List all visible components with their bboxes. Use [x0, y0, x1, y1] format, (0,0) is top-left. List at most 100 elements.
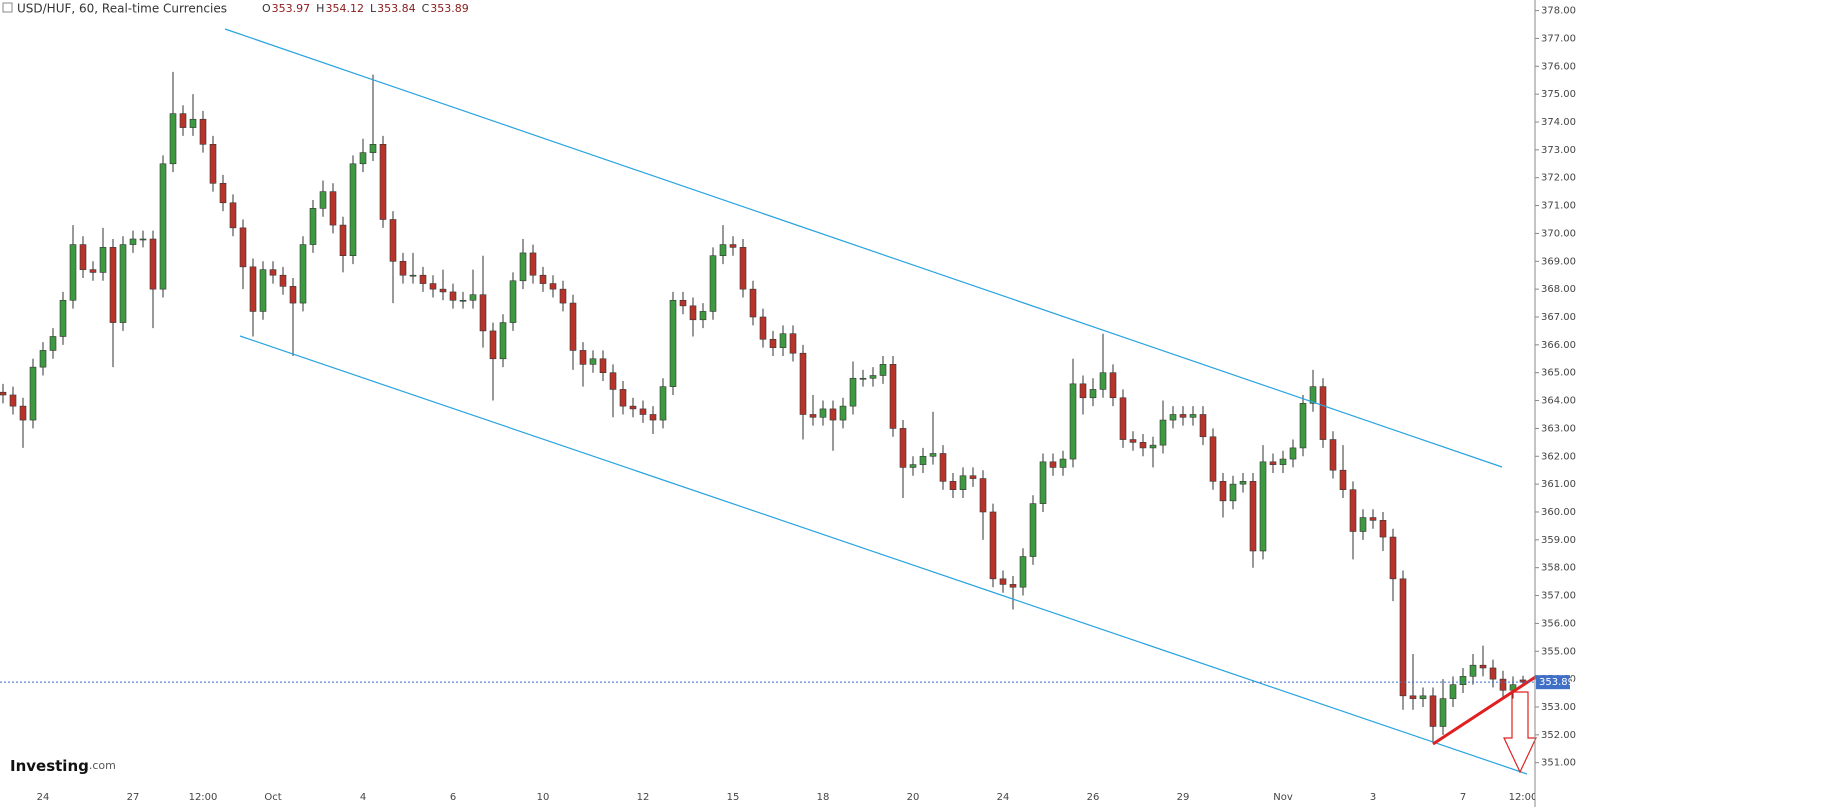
candle-body: [499, 322, 507, 360]
candle-body: [1049, 461, 1057, 468]
candle-body: [479, 294, 487, 332]
y-tick-label: 367.00: [1541, 312, 1576, 323]
y-tick-label: 360.00: [1541, 507, 1576, 518]
candle-body: [969, 475, 977, 479]
candle-body: [1189, 414, 1197, 418]
candle-body: [649, 414, 657, 421]
candle-body: [1039, 461, 1047, 504]
y-tick-label: 355.00: [1541, 646, 1576, 657]
candle-body: [509, 280, 517, 323]
candle-body: [789, 333, 797, 354]
candle-body: [289, 286, 297, 304]
candle-body: [739, 247, 747, 290]
candle-body: [219, 182, 227, 204]
last-price-badge: [1536, 675, 1570, 690]
ohlc-value: 353.84: [377, 2, 416, 15]
candle-body: [519, 252, 527, 282]
candle-body: [899, 428, 907, 468]
candle-body: [769, 338, 777, 348]
candle-body: [859, 377, 867, 380]
candle-body: [9, 394, 17, 407]
candle-body: [839, 405, 847, 421]
channel-upper: [224, 28, 1503, 468]
candle-body: [549, 283, 557, 290]
x-tick-label: 24: [37, 792, 50, 803]
candle-body: [759, 316, 767, 340]
candle-body: [429, 283, 437, 290]
candle-body: [1119, 397, 1127, 440]
candle-body: [599, 358, 607, 374]
candle-body: [1059, 458, 1067, 468]
x-tick-label: 15: [727, 792, 740, 803]
ohlc-value: 353.89: [430, 2, 469, 15]
ohlc-key: H: [316, 2, 324, 15]
candle-body: [299, 244, 307, 304]
ohlc-key: C: [422, 2, 430, 15]
x-tick-label: 20: [907, 792, 920, 803]
candle-body: [39, 350, 47, 368]
candle-body: [1339, 469, 1347, 490]
candle-body: [1279, 458, 1287, 465]
candle-body: [49, 336, 57, 351]
candle-body: [209, 143, 217, 184]
last-price-label: 353.89: [1539, 677, 1574, 688]
ohlc-key: L: [370, 2, 377, 15]
y-tick-label: 372.00: [1541, 173, 1576, 184]
candles: [0, 71, 1527, 744]
candle-body: [989, 511, 997, 580]
candle-body: [729, 244, 737, 248]
candle-body: [959, 475, 967, 490]
candle-body: [1289, 447, 1297, 460]
candle-body: [1439, 698, 1447, 727]
x-tick-label: 24: [997, 792, 1010, 803]
y-tick-label: 374.00: [1541, 117, 1576, 128]
candle-body: [1329, 439, 1337, 471]
candle-body: [1419, 695, 1427, 699]
candle-body: [69, 244, 77, 301]
candle-body: [1099, 372, 1107, 390]
x-tick-label: 12:00: [1509, 792, 1538, 803]
x-tick-label: 29: [1177, 792, 1190, 803]
x-tick-label: 10: [537, 792, 550, 803]
x-tick-label: 18: [817, 792, 830, 803]
candle-body: [1429, 695, 1437, 727]
candle-body: [349, 163, 357, 257]
candle-body: [609, 372, 617, 390]
candle-body: [259, 269, 267, 312]
logo-name: Investing: [10, 757, 89, 775]
x-tick-label: 26: [1087, 792, 1100, 803]
candle-body: [469, 294, 477, 301]
candle-body: [569, 302, 577, 351]
candle-body: [529, 252, 537, 276]
candle-body: [169, 113, 177, 165]
candle-body: [1109, 372, 1117, 399]
candle-body: [29, 366, 37, 421]
y-tick-label: 375.00: [1541, 89, 1576, 100]
candle-body: [0, 391, 7, 396]
candle-body: [1179, 414, 1187, 418]
candle-body: [109, 247, 117, 323]
candle-body: [589, 358, 597, 365]
candle-body: [879, 364, 887, 376]
candle-body: [829, 408, 837, 421]
channel-lower: [239, 335, 1528, 775]
candle-body: [1299, 403, 1307, 449]
candle-body: [1379, 520, 1387, 538]
x-tick-label: 4: [360, 792, 366, 803]
y-tick-label: 358.00: [1541, 563, 1576, 574]
candle-body: [719, 244, 727, 257]
down-arrow: [1503, 691, 1537, 774]
y-tick-label: 363.00: [1541, 423, 1576, 434]
candle-body: [1319, 386, 1327, 440]
candle-body: [629, 405, 637, 410]
ohlc-value: 353.97: [272, 2, 311, 15]
candle-body: [1389, 536, 1397, 580]
collapse-icon[interactable]: [2, 2, 13, 13]
y-tick-label: 366.00: [1541, 340, 1576, 351]
candle-body: [1069, 383, 1077, 460]
x-tick-label: 27: [127, 792, 140, 803]
candle-body: [269, 269, 277, 276]
candle-body: [249, 266, 257, 312]
candle-body: [339, 224, 347, 257]
logo: Investing.com: [10, 757, 116, 775]
